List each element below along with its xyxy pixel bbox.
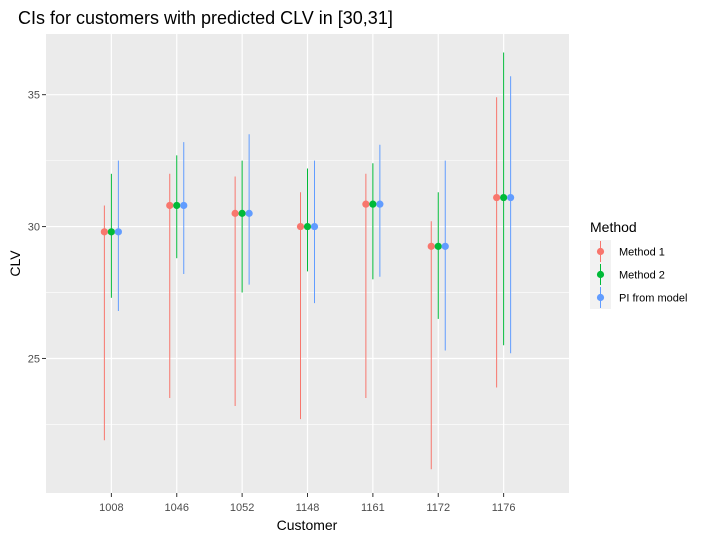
legend-label: Method 1 (619, 247, 665, 259)
estimate-point (507, 193, 515, 202)
legend-title: Method (590, 219, 637, 235)
x-tick-label: 1052 (230, 502, 254, 514)
x-axis-title: Customer (277, 517, 338, 533)
x-tick-label: 1161 (361, 502, 385, 514)
estimate-point (441, 242, 449, 250)
y-tick-label: 25 (28, 353, 40, 365)
chart-title: CIs for customers with predicted CLV in … (18, 8, 393, 28)
estimate-point (493, 193, 501, 202)
estimate-point (100, 228, 108, 236)
y-axis-title: CLV (7, 250, 23, 277)
y-tick-label: 35 (28, 90, 40, 102)
estimate-point (303, 222, 312, 231)
estimate-point (310, 222, 319, 231)
estimate-point (166, 201, 174, 210)
estimate-point (114, 228, 122, 236)
estimate-point (107, 228, 115, 236)
x-tick-label: 1172 (426, 502, 450, 514)
data-marks (100, 52, 515, 470)
estimate-point (180, 201, 188, 210)
y-tick-label: 30 (28, 222, 40, 234)
estimate-point (296, 222, 305, 231)
estimate-point (434, 242, 442, 250)
estimate-point (245, 209, 253, 217)
legend-label: PI from model (619, 293, 687, 305)
estimate-point (238, 209, 246, 217)
legend-key-point (596, 247, 605, 256)
x-tick-label: 1176 (492, 502, 516, 514)
legend-key-point (596, 293, 605, 302)
estimate-point (427, 242, 435, 250)
x-tick-label: 1008 (99, 502, 123, 514)
legend-key-point (596, 270, 605, 279)
axis-ticks: 25 30 35 1008 1046 1052 1148 1161 1172 1176 (28, 90, 516, 514)
legend-label: Method 2 (619, 270, 665, 282)
x-tick-label: 1148 (296, 502, 320, 514)
estimate-point (500, 193, 508, 202)
estimate-point (369, 200, 377, 208)
estimate-point (231, 209, 239, 217)
estimate-point (173, 201, 181, 210)
estimate-point (362, 200, 370, 208)
legend: Method Method 1 Method 2 PI from model (590, 219, 687, 309)
estimate-point (376, 200, 384, 208)
x-tick-label: 1046 (165, 502, 189, 514)
